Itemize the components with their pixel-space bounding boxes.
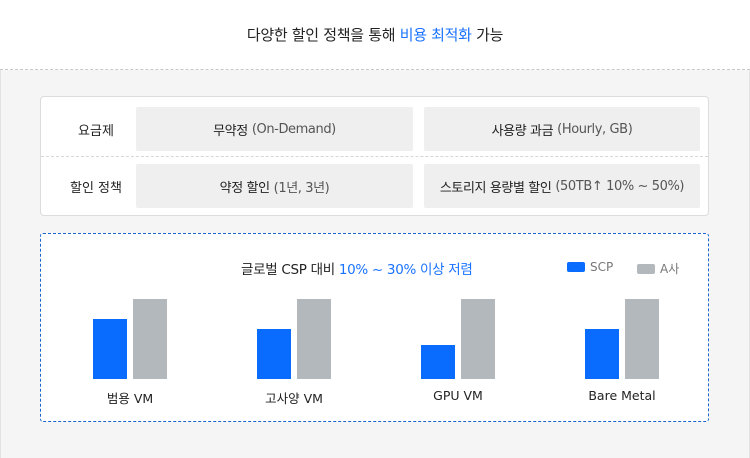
cell-main: 무약정 xyxy=(213,123,248,139)
header-title-prefix: 다양한 할인 정책을 통해 xyxy=(246,26,400,44)
bar-a-3 xyxy=(625,299,659,379)
row-label-plan: 요금제 xyxy=(78,123,114,139)
bar-scp-2 xyxy=(421,345,455,379)
category-label: GPU VM xyxy=(433,388,483,403)
row-label-discount: 할인 정책 xyxy=(70,180,122,196)
comparison-chart: 글로벌 CSP 대비 10% ~ 30% 이상 저렴 SCP A사 범용 VM 고… xyxy=(40,233,709,422)
cell-sub: (Hourly, GB) xyxy=(557,121,633,137)
header-title-highlight: 비용 최적화 xyxy=(399,26,472,44)
cell-main: 사용량 과금 xyxy=(491,123,554,139)
cell-sub: (50TB↑ 10% ~ 50%) xyxy=(555,178,685,194)
legend-label-a: A사 xyxy=(660,262,680,276)
legend-label-scp: SCP xyxy=(590,260,614,274)
cell-main: 스토리지 용량별 할인 xyxy=(439,180,552,196)
legend-scp: SCP xyxy=(567,260,613,274)
category-label: Bare Metal xyxy=(588,388,656,403)
cell-commitment-discount: 약정 할인 (1년, 3년) xyxy=(136,164,413,208)
cell-usage-billing: 사용량 과금 (Hourly, GB) xyxy=(424,107,700,151)
category-label: 범용 VM xyxy=(106,391,154,406)
chart-title-prefix: 글로벌 CSP 대비 xyxy=(241,262,339,278)
bar-scp-1 xyxy=(257,329,291,379)
cell-storage-discount: 스토리지 용량별 할인 (50TB↑ 10% ~ 50%) xyxy=(424,164,700,208)
category-label: 고사양 VM xyxy=(265,391,323,406)
page-header: 다양한 할인 정책을 통해 비용 최적화 가능 xyxy=(0,0,750,70)
chart-title-highlight: 10% ~ 30% 이상 저렴 xyxy=(338,262,473,278)
cell-sub: (1년, 3년) xyxy=(273,180,330,196)
row-divider xyxy=(41,156,708,157)
legend-swatch-a xyxy=(637,263,655,274)
pricing-table: 요금제 무약정 (On-Demand) 사용량 과금 (Hourly, GB) 할인… xyxy=(40,96,709,216)
header-title: 다양한 할인 정책을 통해 비용 최적화 가능 xyxy=(246,24,504,45)
bar-a-2 xyxy=(461,299,495,379)
chart-title: 글로벌 CSP 대비 10% ~ 30% 이상 저렴 xyxy=(241,258,473,278)
legend-swatch-scp xyxy=(567,262,585,272)
cell-on-demand: 무약정 (On-Demand) xyxy=(136,107,413,151)
cell-sub: (On-Demand) xyxy=(251,121,336,137)
cell-main: 약정 할인 xyxy=(219,180,270,196)
left-border xyxy=(0,0,1,458)
legend-a: A사 xyxy=(637,260,679,277)
bar-scp-3 xyxy=(585,329,619,379)
bar-scp-0 xyxy=(93,319,127,379)
bar-a-1 xyxy=(297,299,331,379)
bar-a-0 xyxy=(133,299,167,379)
header-title-suffix: 가능 xyxy=(471,26,504,44)
